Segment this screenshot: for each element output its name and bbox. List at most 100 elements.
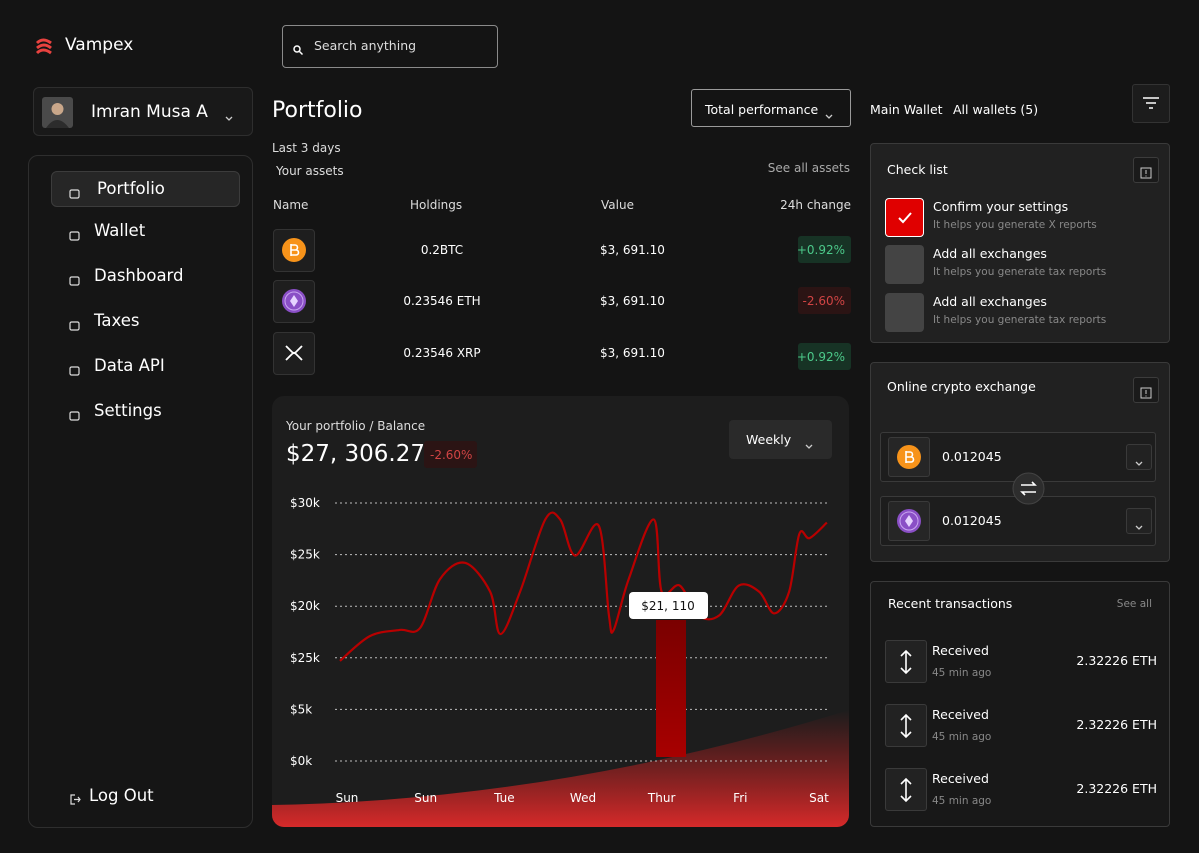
logo-glyph [35, 38, 52, 55]
coin-icon [889, 437, 929, 477]
see-all[interactable]: See all [1116, 597, 1152, 610]
nav-icon [69, 271, 80, 286]
card-title: Online crypto exchange [887, 379, 1036, 395]
nav-icon-glyph [69, 366, 80, 376]
value: $3, 691.10 [600, 345, 665, 360]
select-button[interactable] [1126, 444, 1152, 470]
search-box[interactable] [282, 25, 498, 68]
nav-icon [69, 406, 80, 421]
coin-icon [274, 333, 314, 373]
tx-amount: 2.32226 ETH [1076, 653, 1157, 669]
check-subtitle: It helps you generate tax reports [933, 265, 1107, 278]
tx-icon [898, 649, 914, 675]
column-header: 24h change [780, 197, 851, 212]
check-title: Add all exchanges [933, 246, 1047, 262]
dropdown-label: Total performance [705, 102, 819, 118]
nav-item[interactable]: Dashboard [94, 266, 184, 286]
page-title: Portfolio [272, 97, 363, 123]
change: +0.92% [796, 242, 845, 257]
tx-time: 45 min ago [932, 730, 992, 743]
chevron [804, 436, 814, 449]
filter-icon-glyph [1143, 97, 1159, 109]
change-badge [798, 236, 851, 263]
checkbox[interactable] [885, 198, 924, 237]
info-icon-glyph [1140, 167, 1152, 179]
info-icon [1140, 164, 1152, 179]
coin-icon [274, 281, 314, 321]
nav-icon [69, 226, 80, 241]
nav-icon [69, 184, 80, 199]
column-header: Holdings [410, 197, 463, 212]
exchange-amount: 0.012045 [942, 449, 1002, 465]
nav-item[interactable]: Taxes [94, 311, 140, 331]
chevron-glyph [805, 444, 813, 449]
tx-type: Received [932, 643, 989, 659]
nav-icon-glyph [69, 231, 80, 241]
tx-icon-glyph [900, 713, 912, 739]
nav-active [51, 171, 240, 207]
logout-icon [70, 790, 81, 805]
nav-icon [69, 361, 80, 376]
tx-amount: 2.32226 ETH [1076, 781, 1157, 797]
nav-item[interactable]: Wallet [94, 221, 146, 241]
swap-button [1012, 472, 1045, 505]
change: -2.60% [802, 293, 845, 308]
filter-icon [1142, 95, 1160, 111]
balance-change: -2.60% [430, 447, 473, 462]
card-title: Check list [887, 162, 948, 178]
check-subtitle: It helps you generate tax reports [933, 313, 1107, 326]
change: +0.92% [796, 349, 845, 364]
balance-label: Your portfolio / Balance [286, 418, 426, 433]
holdings: 0.23546 XRP [403, 345, 481, 360]
nav-item[interactable]: Portfolio [97, 179, 165, 199]
nav-item[interactable]: Data API [94, 356, 165, 376]
chevron-glyph [1135, 525, 1143, 530]
tx-icon-glyph [900, 649, 912, 675]
coin-icon-glyph [897, 509, 921, 533]
info-icon-glyph [1140, 387, 1152, 399]
period: Last 3 days [272, 140, 341, 155]
coin-icon [889, 501, 929, 541]
chevron-glyph [1135, 461, 1143, 466]
chevron [1134, 453, 1144, 466]
logout[interactable]: Log Out [89, 786, 154, 806]
range-label: Weekly [746, 432, 792, 448]
sidebar [28, 155, 253, 828]
checkbox[interactable] [885, 293, 924, 332]
check-subtitle: It helps you generate X reports [933, 218, 1097, 231]
coin-icon-glyph [282, 238, 306, 262]
holdings: 0.2BTC [420, 242, 464, 257]
chevron-glyph [225, 116, 233, 121]
assets-label: Your assets [276, 163, 344, 178]
check-mark [898, 212, 912, 224]
tx-time: 45 min ago [932, 666, 992, 679]
avatar-glyph [42, 97, 73, 128]
user-name: Imran Musa A [91, 102, 208, 123]
nav-item[interactable]: Settings [94, 401, 162, 421]
tx-type: Received [932, 771, 989, 787]
value: $3, 691.10 [600, 293, 665, 308]
tx-type: Received [932, 707, 989, 723]
see-all-assets[interactable]: See all assets [767, 160, 850, 175]
tx-time: 45 min ago [932, 794, 992, 807]
chevron [1134, 517, 1144, 530]
info-icon [1140, 384, 1152, 399]
value: $3, 691.10 [600, 242, 665, 257]
wallet-tab[interactable]: All wallets (5) [953, 102, 1039, 118]
tx-icon-glyph [900, 777, 912, 803]
column-header: Name [273, 197, 309, 212]
chevron [224, 108, 234, 121]
check-title: Add all exchanges [933, 294, 1047, 310]
chevron [824, 106, 834, 119]
tx-icon [898, 713, 914, 739]
performance-dropdown[interactable] [691, 89, 851, 127]
coin-icon [274, 230, 314, 270]
card-title: Recent transactions [888, 596, 1013, 612]
nav-icon-glyph [69, 189, 80, 199]
wallet-tab[interactable]: Main Wallet [870, 102, 943, 118]
checkbox[interactable] [885, 245, 924, 284]
range-dropdown[interactable] [729, 420, 832, 459]
search-icon-glyph [293, 45, 304, 56]
change-badge [798, 343, 851, 370]
